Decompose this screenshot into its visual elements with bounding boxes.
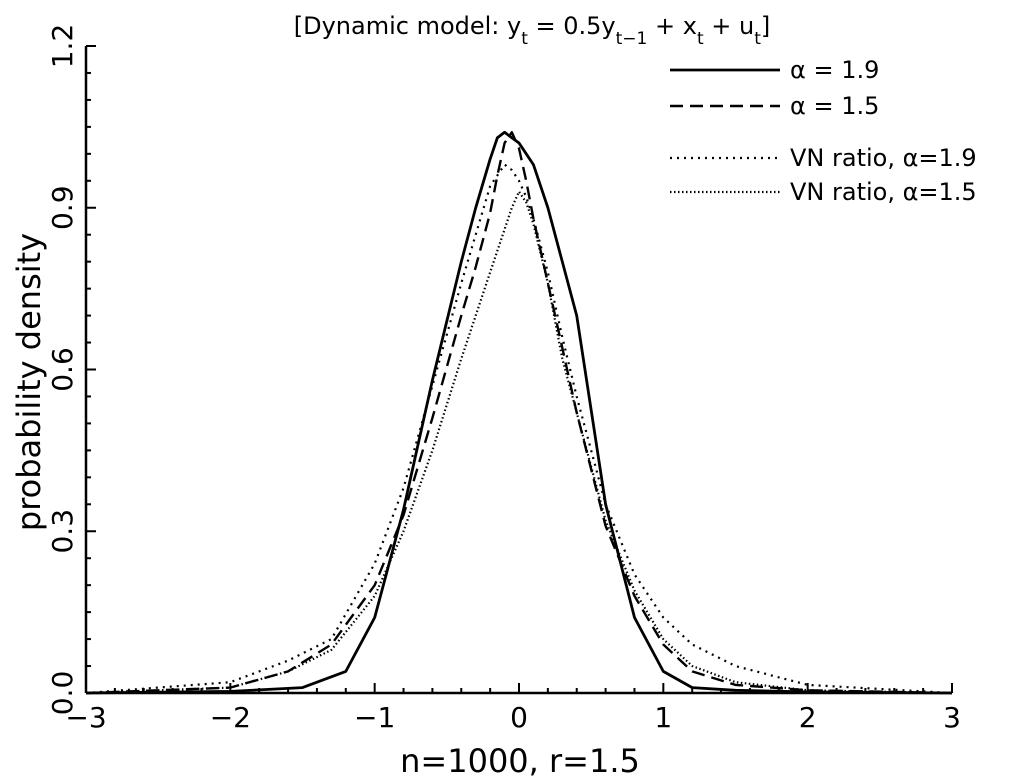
x-axis-title: n=1000, r=1.5: [400, 742, 640, 780]
series-line-1: [85, 130, 953, 695]
x-tick-label: −2: [210, 701, 251, 734]
legend-label-4: VN ratio, α=1.5: [790, 178, 977, 206]
x-tick-label: 3: [943, 701, 961, 734]
x-tick-label: 2: [799, 701, 817, 734]
x-tick-label: 0: [510, 701, 528, 734]
series-layer: [85, 130, 953, 695]
series-line-4: [85, 190, 953, 695]
legend-label-1: α = 1.9: [790, 56, 879, 84]
y-tick-label: 0.6: [46, 347, 79, 392]
legend: α = 1.9 α = 1.5 VN ratio, α=1.9 VN ratio, α…: [670, 56, 977, 206]
x-tick-label: 1: [654, 701, 672, 734]
x-tick-label: −3: [65, 701, 106, 734]
y-tick-label: 0.0: [46, 671, 79, 716]
legend-label-2: α = 1.5: [790, 92, 879, 120]
series-line-2: [85, 131, 953, 695]
chart-title: [Dynamic model: yt = 0.5yt−1 + xt + ut]: [294, 12, 771, 49]
y-tick-label: 1.2: [46, 24, 79, 69]
series-line-3: [85, 163, 953, 695]
axes-layer: −3 −2 −1 0 1 2 3 0.0 0.3 0.6 0.9 1.2: [46, 24, 961, 734]
x-tick-label: −1: [354, 701, 395, 734]
y-tick-label: 0.9: [46, 185, 79, 230]
y-axis-title: probability density: [10, 233, 48, 531]
legend-label-3: VN ratio, α=1.9: [790, 144, 977, 172]
y-tick-label: 0.3: [46, 509, 79, 554]
